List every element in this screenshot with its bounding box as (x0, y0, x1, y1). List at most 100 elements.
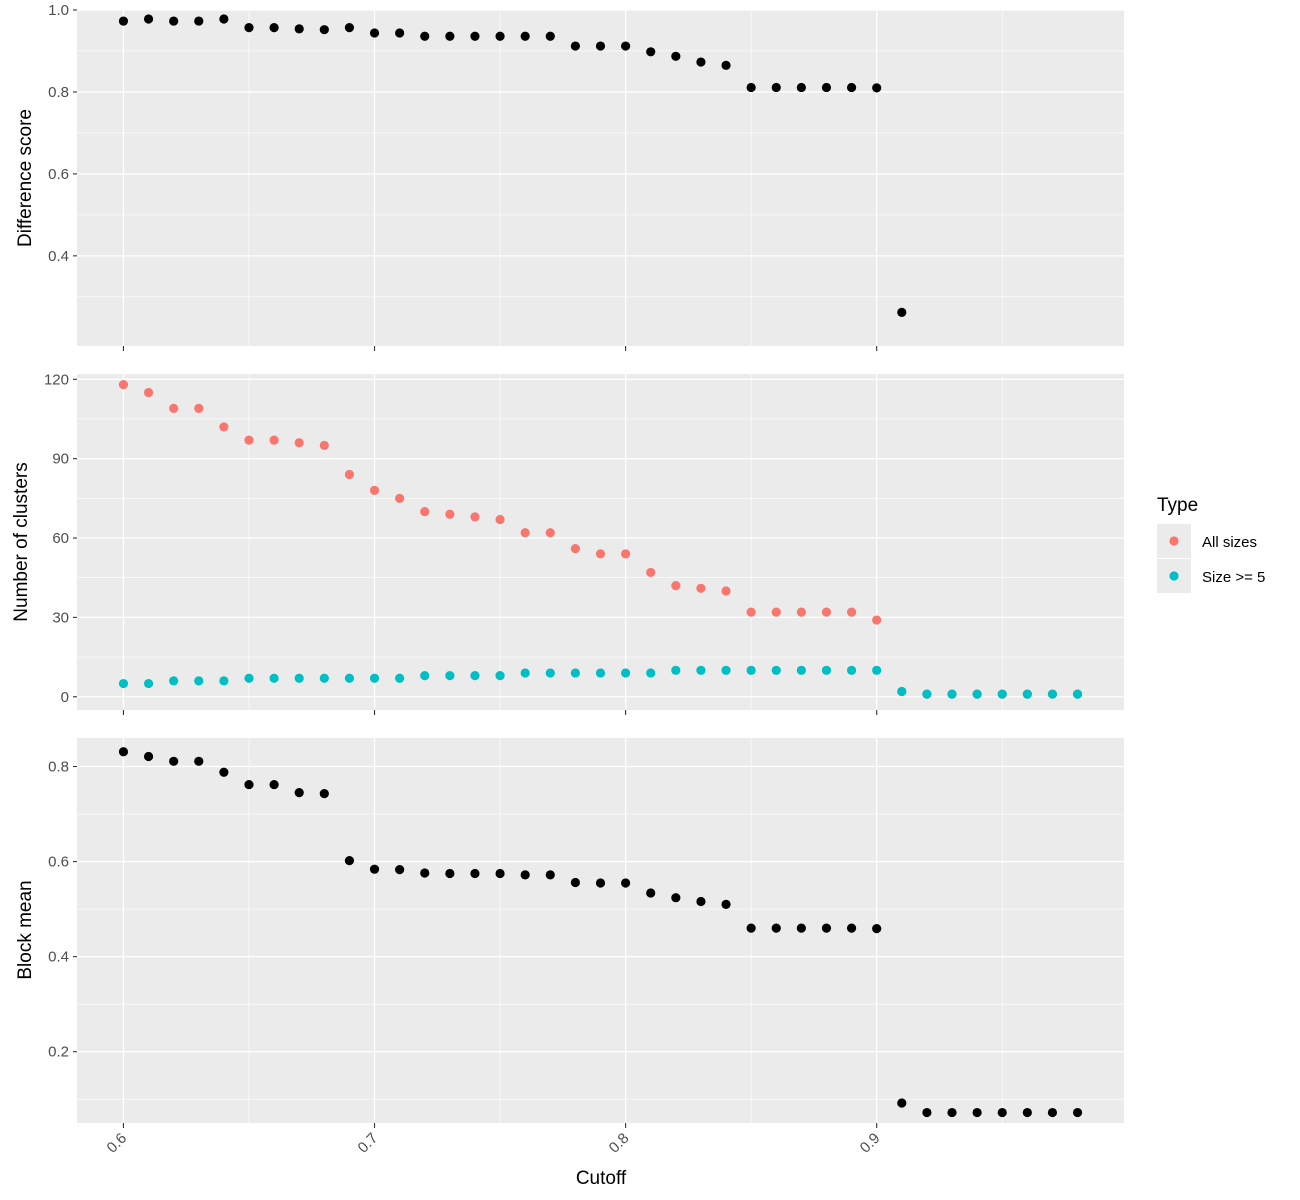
data-point-point (570, 41, 580, 51)
data-point-all-sizes (219, 422, 229, 432)
data-point-point (621, 878, 631, 888)
data-point-size-5 (696, 665, 706, 675)
data-point-point (118, 747, 129, 757)
data-point-size-5 (721, 665, 731, 675)
data-point-point (269, 779, 279, 790)
data-point-size-5 (595, 668, 606, 678)
data-point-point (470, 868, 480, 879)
panel-number-of-clusters: 0 30 60 90 120 (44, 371, 1124, 715)
data-point-all-sizes (721, 586, 731, 596)
x-tick-labels: 0.6 0.7 0.8 0.9 (104, 1130, 884, 1157)
data-point-point (445, 31, 455, 41)
data-point-size-5 (972, 689, 982, 699)
data-point-all-sizes (244, 435, 254, 445)
data-point-all-sizes (420, 506, 430, 517)
data-point-point (1047, 1107, 1058, 1118)
data-point-point (846, 923, 857, 933)
x-axis-title: Cutoff (576, 1168, 627, 1189)
data-point-size-5 (746, 665, 756, 675)
data-point-size-5 (520, 668, 530, 678)
data-point-size-5 (294, 673, 304, 683)
data-point-point (495, 868, 505, 879)
data-point-point (369, 28, 380, 38)
y-tick-label: 0.6 (48, 854, 69, 871)
data-point-point (445, 868, 455, 879)
data-point-point (872, 923, 882, 934)
data-point-point (897, 307, 907, 317)
y-tick-label: 0 (61, 689, 69, 706)
data-point-point (244, 779, 254, 790)
data-point-all-sizes (470, 512, 480, 522)
data-point-all-sizes (269, 435, 279, 445)
data-point-point (420, 868, 430, 878)
data-point-point (169, 756, 179, 766)
data-point-point (771, 923, 781, 933)
data-point-size-5 (1072, 689, 1083, 699)
data-point-point (922, 1107, 932, 1118)
data-point-point (470, 31, 480, 41)
data-point-point (495, 31, 505, 41)
data-point-size-5 (570, 668, 580, 678)
data-point-all-sizes (445, 509, 455, 519)
data-point-point (344, 23, 355, 33)
data-point-point (595, 878, 606, 888)
data-point-all-sizes (294, 438, 304, 448)
data-point-size-5 (219, 676, 229, 686)
data-point-point (545, 870, 555, 880)
data-point-point (1072, 1107, 1083, 1118)
panel-background (77, 374, 1124, 710)
y-tick-label: 0.2 (48, 1044, 69, 1061)
data-point-point (947, 1107, 957, 1118)
data-point-size-5 (495, 671, 505, 681)
data-point-point (595, 41, 606, 51)
x-tick-label: 0.9 (857, 1130, 884, 1157)
data-point-size-5 (545, 668, 555, 678)
data-point-size-5 (420, 671, 430, 681)
data-point-point (972, 1107, 982, 1118)
data-point-point (721, 899, 731, 909)
data-point-all-sizes (319, 440, 329, 451)
data-point-point (395, 865, 405, 875)
data-point-size-5 (194, 676, 204, 686)
panel-block-mean: 0.2 0.4 0.6 0.8 (48, 738, 1124, 1128)
data-point-all-sizes (671, 581, 681, 591)
y-tick-label: 0.8 (48, 84, 69, 101)
data-point-point (143, 14, 154, 24)
data-point-point (319, 25, 329, 35)
data-point-point (721, 60, 731, 70)
data-point-point (219, 767, 229, 777)
data-point-size-5 (118, 678, 129, 689)
data-point-point (872, 83, 882, 93)
data-point-size-5 (646, 668, 656, 678)
data-point-point (1022, 1107, 1032, 1118)
data-point-size-5 (846, 665, 857, 675)
data-point-size-5 (344, 673, 355, 683)
data-point-point (395, 28, 405, 38)
data-point-size-5 (319, 673, 329, 683)
data-point-all-sizes (595, 549, 606, 559)
data-point-point (520, 31, 530, 41)
data-point-point (169, 16, 179, 26)
data-point-size-5 (269, 673, 279, 683)
data-point-all-sizes (570, 544, 580, 554)
data-point-size-5 (143, 678, 154, 689)
data-point-size-5 (947, 689, 957, 699)
data-point-point (796, 82, 806, 93)
y-tick-label: 0.4 (48, 949, 69, 966)
data-point-all-sizes (369, 485, 380, 496)
data-point-size-5 (771, 665, 781, 675)
data-point-point (846, 82, 857, 93)
data-point-point (194, 756, 204, 766)
data-point-size-5 (796, 665, 806, 675)
x-tick-label: 0.6 (104, 1130, 131, 1157)
data-point-point (219, 14, 229, 24)
y-axis-title-block-mean: Block mean (15, 880, 36, 979)
data-point-all-sizes (821, 607, 832, 617)
data-point-point (671, 51, 681, 61)
data-point-all-sizes (118, 379, 129, 390)
x-tick-label: 0.8 (606, 1130, 633, 1157)
data-point-all-sizes (495, 514, 505, 525)
data-point-all-sizes (621, 549, 631, 559)
legend-label-all-sizes: All sizes (1202, 534, 1257, 551)
data-point-size-5 (897, 686, 907, 697)
